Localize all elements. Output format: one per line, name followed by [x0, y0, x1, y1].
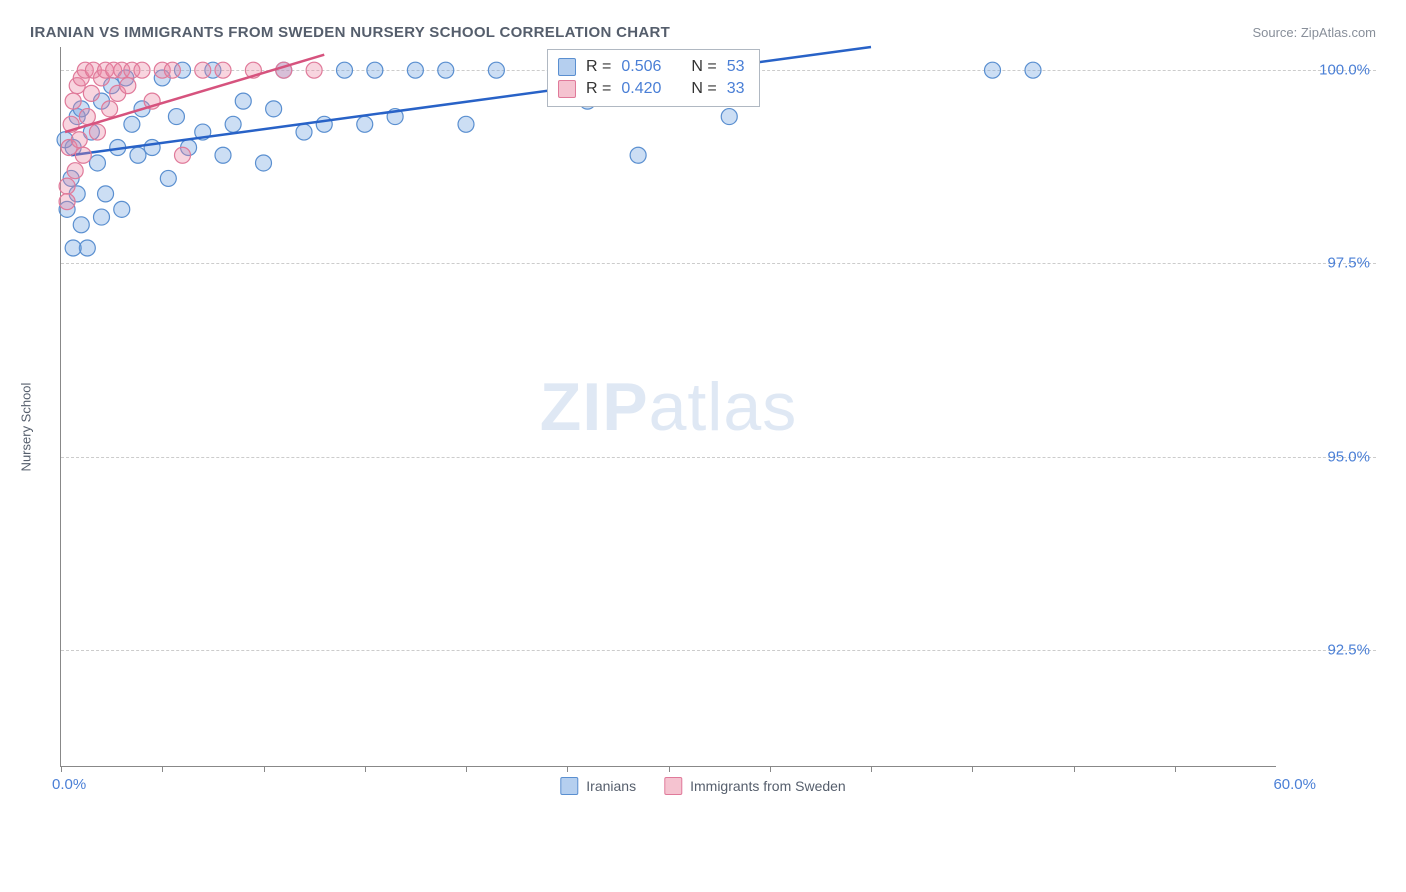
data-point: [215, 62, 231, 78]
y-tick-label: 95.0%: [1327, 448, 1370, 465]
data-point: [235, 93, 251, 109]
x-tick: [61, 766, 62, 772]
chart-title: IRANIAN VS IMMIGRANTS FROM SWEDEN NURSER…: [30, 24, 670, 41]
data-point: [59, 178, 75, 194]
x-tick: [669, 766, 670, 772]
data-point: [256, 155, 272, 171]
bottom-legend: Iranians Immigrants from Sweden: [560, 777, 845, 795]
series-swatch: [558, 58, 576, 76]
data-point: [985, 62, 1001, 78]
data-point: [94, 209, 110, 225]
x-tick: [1175, 766, 1176, 772]
data-point: [215, 147, 231, 163]
data-point: [67, 163, 83, 179]
data-point: [488, 62, 504, 78]
correlation-row: R = 0.420 N = 33: [558, 78, 745, 100]
chart-container: IRANIAN VS IMMIGRANTS FROM SWEDEN NURSER…: [0, 0, 1406, 892]
y-axis-label: Nursery School: [19, 383, 34, 472]
data-point: [458, 116, 474, 132]
data-point: [438, 62, 454, 78]
legend-item: Iranians: [560, 777, 636, 795]
data-point: [124, 116, 140, 132]
chart-svg: [61, 47, 1276, 766]
data-point: [225, 116, 241, 132]
n-value: 33: [727, 80, 745, 98]
data-point: [1025, 62, 1041, 78]
data-point: [98, 186, 114, 202]
data-point: [130, 147, 146, 163]
data-point: [721, 109, 737, 125]
y-tick-label: 92.5%: [1327, 642, 1370, 659]
data-point: [120, 78, 136, 94]
data-point: [102, 101, 118, 117]
x-tick: [162, 766, 163, 772]
data-point: [316, 116, 332, 132]
data-point: [79, 109, 95, 125]
data-point: [407, 62, 423, 78]
plot-region: ZIPatlas 92.5%95.0%97.5%100.0%R =0.506N …: [60, 47, 1276, 767]
data-point: [59, 194, 75, 210]
data-point: [65, 240, 81, 256]
source-label: Source: ZipAtlas.com: [1252, 25, 1376, 40]
series-swatch: [558, 80, 576, 98]
legend-label: Immigrants from Sweden: [690, 778, 846, 794]
x-tick: [1074, 766, 1075, 772]
r-label: R =: [586, 80, 611, 98]
data-point: [83, 85, 99, 101]
n-label: N =: [691, 80, 716, 98]
data-point: [71, 132, 87, 148]
series-swatch: [560, 777, 578, 795]
r-value: 0.506: [621, 58, 661, 76]
y-tick-label: 100.0%: [1319, 62, 1370, 79]
x-tick: [871, 766, 872, 772]
data-point: [195, 62, 211, 78]
x-tick: [264, 766, 265, 772]
data-point: [89, 155, 105, 171]
x-tick: [567, 766, 568, 772]
x-axis-max-label: 60.0%: [1273, 776, 1316, 793]
data-point: [266, 101, 282, 117]
data-point: [114, 201, 130, 217]
data-point: [89, 124, 105, 140]
n-value: 53: [727, 58, 745, 76]
data-point: [296, 124, 312, 140]
x-tick: [770, 766, 771, 772]
series-swatch: [664, 777, 682, 795]
data-point: [630, 147, 646, 163]
x-tick: [365, 766, 366, 772]
r-value: 0.420: [621, 80, 661, 98]
legend-label: Iranians: [586, 778, 636, 794]
correlation-row: R = 0.506 N = 53: [558, 56, 745, 78]
x-tick: [466, 766, 467, 772]
data-point: [73, 217, 89, 233]
data-point: [144, 140, 160, 156]
x-axis-min-label: 0.0%: [52, 776, 86, 793]
data-point: [337, 62, 353, 78]
header-row: IRANIAN VS IMMIGRANTS FROM SWEDEN NURSER…: [30, 24, 1376, 41]
chart-area: Nursery School ZIPatlas 92.5%95.0%97.5%1…: [30, 47, 1376, 807]
data-point: [175, 147, 191, 163]
data-point: [168, 109, 184, 125]
data-point: [65, 93, 81, 109]
legend-item: Immigrants from Sweden: [664, 777, 846, 795]
n-label: N =: [691, 58, 716, 76]
data-point: [357, 116, 373, 132]
data-point: [306, 62, 322, 78]
data-point: [367, 62, 383, 78]
data-point: [160, 170, 176, 186]
x-tick: [972, 766, 973, 772]
data-point: [164, 62, 180, 78]
y-tick-label: 97.5%: [1327, 255, 1370, 272]
r-label: R =: [586, 58, 611, 76]
data-point: [134, 62, 150, 78]
correlation-legend: R = 0.506 N = 53 R = 0.420 N = 33: [547, 49, 760, 107]
data-point: [75, 147, 91, 163]
